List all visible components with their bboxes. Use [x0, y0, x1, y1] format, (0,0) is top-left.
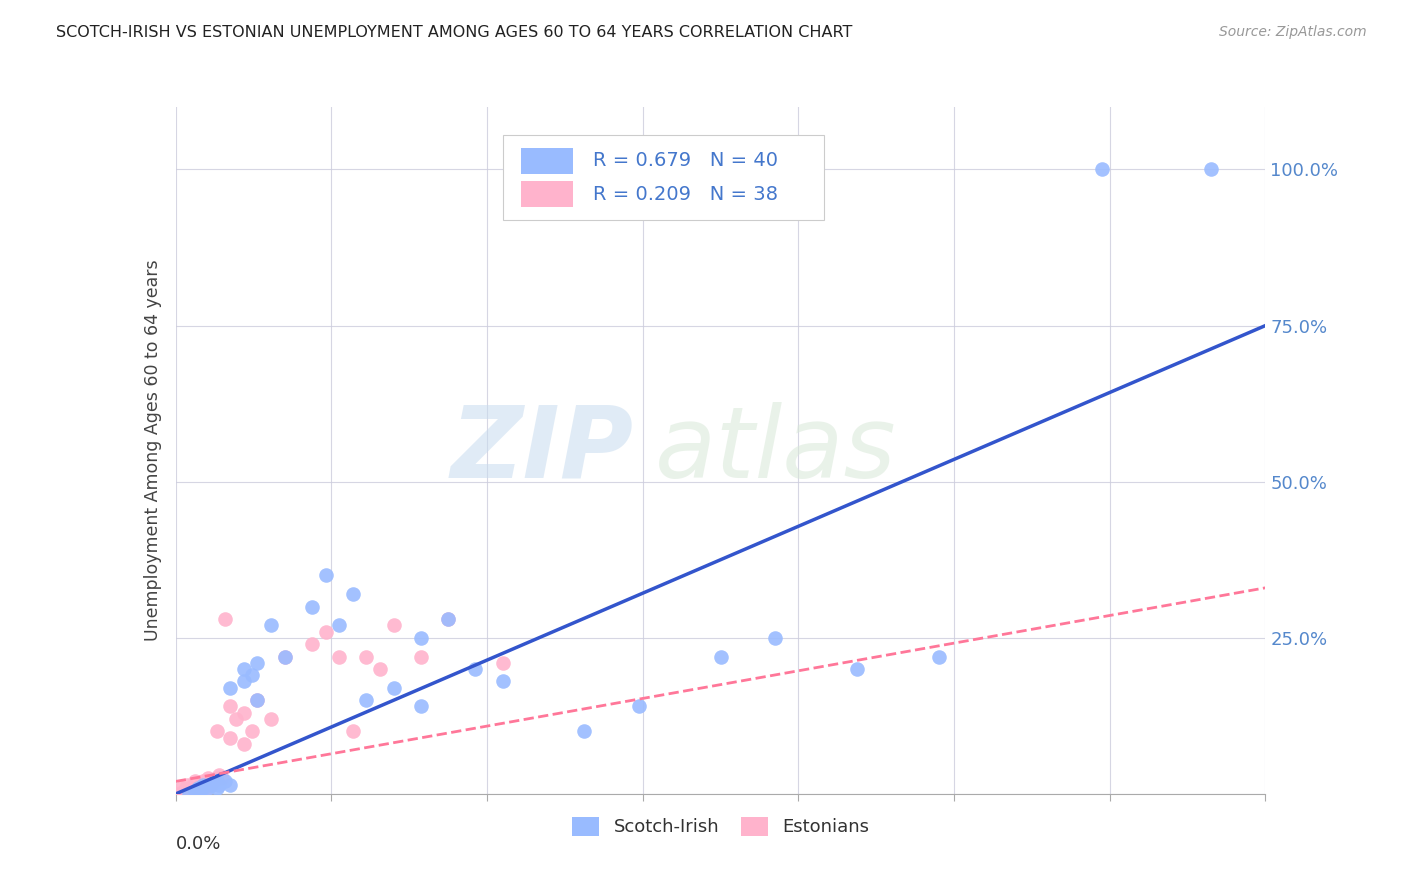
Point [191, 780, 214, 795]
Point [246, 693, 269, 707]
Point [1091, 162, 1114, 177]
Point [205, 771, 228, 786]
Point [328, 618, 350, 632]
Point [225, 712, 247, 726]
Point [342, 587, 364, 601]
Point [464, 662, 486, 676]
Point [232, 737, 254, 751]
Point [208, 768, 231, 782]
Y-axis label: Unemployment Among Ages 60 to 64 years: Unemployment Among Ages 60 to 64 years [143, 260, 162, 641]
Point [194, 780, 217, 795]
Point [356, 649, 378, 664]
Point [845, 662, 868, 676]
Point [274, 649, 297, 664]
Point [208, 778, 231, 792]
Point [173, 784, 195, 798]
Legend: Scotch-Irish, Estonians: Scotch-Irish, Estonians [572, 817, 869, 837]
Point [184, 774, 207, 789]
Point [219, 731, 242, 745]
Text: R = 0.209   N = 38: R = 0.209 N = 38 [593, 185, 778, 203]
Point [260, 618, 283, 632]
Point [382, 618, 405, 632]
Point [219, 681, 242, 695]
Text: ZIP: ZIP [450, 402, 633, 499]
Point [200, 778, 222, 792]
Point [214, 612, 236, 626]
Point [191, 774, 214, 789]
Point [382, 681, 405, 695]
Point [574, 724, 596, 739]
Point [197, 780, 219, 795]
Point [219, 778, 242, 792]
Point [202, 774, 225, 789]
Point [315, 568, 337, 582]
Point [437, 612, 460, 626]
Point [200, 778, 222, 792]
Point [179, 787, 201, 801]
Point [184, 784, 207, 798]
Point [409, 699, 432, 714]
Point [205, 780, 228, 795]
FancyBboxPatch shape [503, 135, 824, 220]
Point [409, 631, 432, 645]
Point [205, 774, 228, 789]
Point [165, 787, 187, 801]
FancyBboxPatch shape [522, 147, 574, 174]
Point [214, 774, 236, 789]
Point [763, 631, 786, 645]
Text: R = 0.679   N = 40: R = 0.679 N = 40 [593, 151, 778, 170]
Point [246, 693, 269, 707]
Text: Source: ZipAtlas.com: Source: ZipAtlas.com [1219, 25, 1367, 39]
Point [492, 656, 515, 670]
Point [1199, 162, 1222, 177]
Point [342, 724, 364, 739]
Point [232, 674, 254, 689]
Point [186, 780, 209, 795]
Point [197, 771, 219, 786]
Point [232, 706, 254, 720]
Point [246, 656, 269, 670]
Point [181, 784, 204, 798]
Point [710, 649, 733, 664]
Point [232, 662, 254, 676]
Point [188, 778, 211, 792]
Point [219, 699, 242, 714]
Point [170, 780, 193, 795]
Point [211, 771, 233, 786]
Point [205, 724, 228, 739]
Point [356, 693, 378, 707]
Point [240, 668, 263, 682]
Point [188, 784, 211, 798]
Point [368, 662, 391, 676]
Point [301, 637, 323, 651]
Point [627, 699, 650, 714]
Point [315, 624, 337, 639]
FancyBboxPatch shape [522, 181, 574, 207]
Text: 0.0%: 0.0% [176, 835, 221, 853]
Point [409, 649, 432, 664]
Point [328, 649, 350, 664]
Point [179, 780, 201, 795]
Text: atlas: atlas [655, 402, 897, 499]
Point [191, 778, 214, 792]
Point [186, 780, 209, 795]
Point [301, 599, 323, 614]
Point [260, 712, 283, 726]
Point [437, 612, 460, 626]
Point [928, 649, 950, 664]
Text: SCOTCH-IRISH VS ESTONIAN UNEMPLOYMENT AMONG AGES 60 TO 64 YEARS CORRELATION CHAR: SCOTCH-IRISH VS ESTONIAN UNEMPLOYMENT AM… [56, 25, 852, 40]
Point [492, 674, 515, 689]
Point [274, 649, 297, 664]
Point [176, 778, 198, 792]
Point [240, 724, 263, 739]
